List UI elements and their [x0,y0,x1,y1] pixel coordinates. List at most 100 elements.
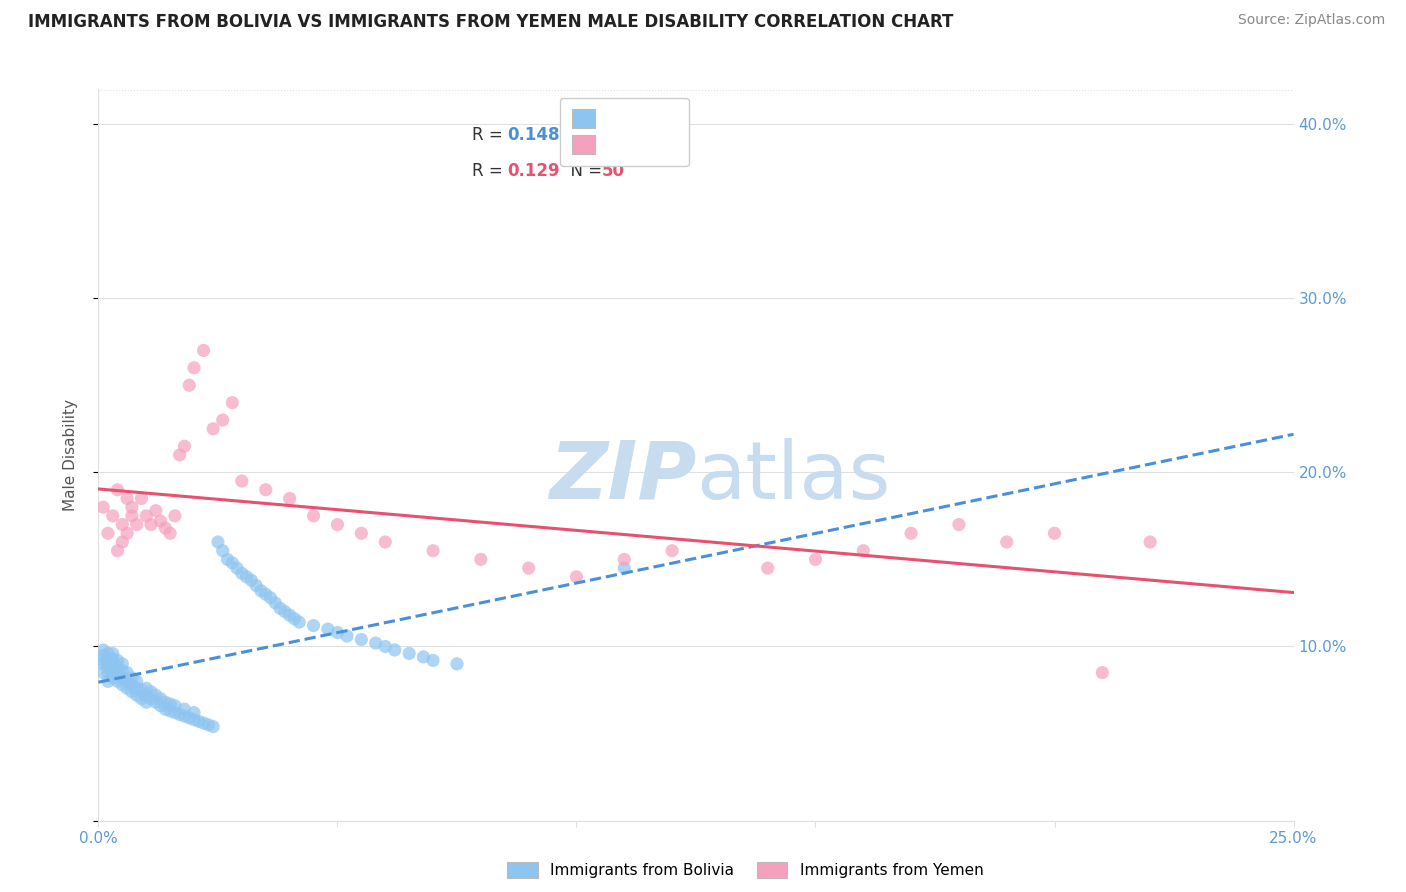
Point [115,665,138,680]
Point [254,587,277,601]
Point [91,643,114,657]
Point [159,704,181,718]
Point [211,413,233,427]
Point [197,718,219,732]
Point [125,674,148,689]
Point [173,439,195,453]
Point [107,653,129,667]
Point [101,651,124,665]
Point [91,648,114,663]
Point [125,688,148,702]
Point [661,543,683,558]
Point [97,647,120,661]
Text: IMMIGRANTS FROM BOLIVIA VS IMMIGRANTS FROM YEMEN MALE DISABILITY CORRELATION CHA: IMMIGRANTS FROM BOLIVIA VS IMMIGRANTS FR… [28,13,953,31]
Point [121,508,143,523]
Point [101,671,124,685]
Point [131,683,153,698]
Point [274,605,297,619]
Point [135,508,157,523]
Point [139,517,162,532]
Point [517,561,540,575]
Point [163,508,186,523]
Point [283,612,305,626]
Point [995,535,1018,549]
Point [91,657,114,671]
Point [173,702,195,716]
Point [412,649,434,664]
Point [422,543,444,558]
Point [302,618,325,632]
Point [107,483,129,497]
Point [900,526,922,541]
Point [326,625,349,640]
Point [179,378,201,392]
Point [101,508,124,523]
Point [145,695,167,709]
Point [202,720,225,734]
Point [288,615,311,629]
Legend: Immigrants from Bolivia, Immigrants from Yemen: Immigrants from Bolivia, Immigrants from… [501,856,990,884]
Point [240,574,263,588]
Point [1091,665,1114,680]
Point [135,688,157,702]
Point [470,552,492,566]
Point [111,517,134,532]
Point [278,491,301,506]
Point [565,570,588,584]
Point [422,653,444,667]
Point [131,491,153,506]
Point [173,709,195,723]
Point [139,685,162,699]
Point [115,526,138,541]
Point [852,543,875,558]
Point [91,653,114,667]
Point [101,664,124,678]
Point [202,422,225,436]
Point [97,665,120,680]
Text: 50: 50 [602,162,624,180]
Point [101,647,124,661]
Point [115,491,138,506]
Point [207,535,229,549]
Text: atlas: atlas [696,438,890,516]
Point [163,706,186,720]
Point [149,514,172,528]
Point [115,681,138,696]
Point [264,596,287,610]
Text: ZIP: ZIP [548,438,696,516]
Text: N =: N = [560,126,607,144]
Point [254,483,277,497]
Point [101,657,124,671]
Point [217,552,239,566]
Point [169,707,191,722]
Point [125,517,148,532]
Point [221,556,243,570]
Point [111,678,134,692]
Y-axis label: Male Disability: Male Disability [63,399,77,511]
Point [111,664,134,678]
Point [159,526,181,541]
Text: 0.129: 0.129 [508,162,560,180]
Point [183,706,205,720]
Point [155,695,177,709]
Point [131,691,153,706]
Point [121,685,143,699]
Point [316,622,339,636]
Point [350,632,373,647]
Text: Source: ZipAtlas.com: Source: ZipAtlas.com [1237,13,1385,28]
Point [235,570,257,584]
Point [374,640,396,654]
Point [107,543,129,558]
Point [211,543,233,558]
Legend:               ,               : , [560,97,689,166]
Point [155,702,177,716]
Point [111,671,134,685]
Point [115,674,138,689]
Point [107,674,129,689]
Point [613,561,636,575]
Point [613,552,636,566]
Point [374,535,396,549]
Point [269,601,291,615]
Text: R =: R = [472,126,509,144]
Point [183,360,205,375]
